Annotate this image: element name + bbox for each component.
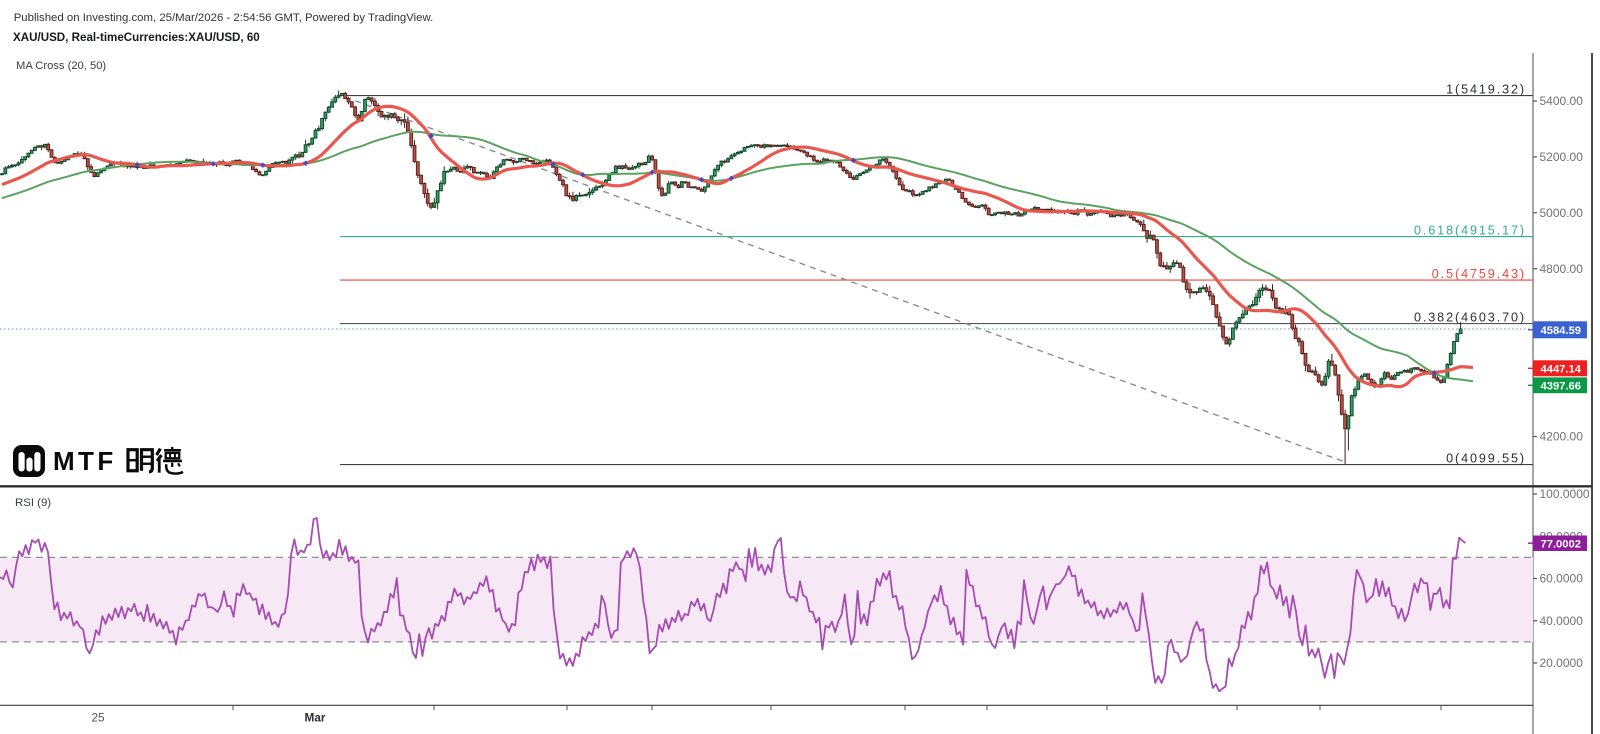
svg-text:40.0000: 40.0000 — [1540, 614, 1584, 628]
svg-text:60.0000: 60.0000 — [1540, 572, 1584, 586]
svg-text:5400.00: 5400.00 — [1540, 94, 1584, 108]
svg-text:4447.14: 4447.14 — [1541, 363, 1582, 375]
svg-text:1(5419.32): 1(5419.32) — [1446, 82, 1526, 96]
svg-text:0.5(4759.43): 0.5(4759.43) — [1432, 267, 1526, 281]
svg-text:5000.00: 5000.00 — [1540, 206, 1584, 220]
svg-text:Published on Investing.com, 25: Published on Investing.com, 25/Mar/2026 … — [14, 12, 434, 24]
svg-text:Mar: Mar — [305, 711, 326, 725]
svg-text:RSI (9): RSI (9) — [15, 497, 51, 509]
svg-text:XAU/USD, Real-timeCurrencies:X: XAU/USD, Real-timeCurrencies:XAU/USD, 60 — [13, 31, 260, 44]
svg-text:MTF: MTF — [53, 446, 117, 476]
svg-text:0.618(4915.17): 0.618(4915.17) — [1414, 223, 1526, 237]
svg-text:77.0002: 77.0002 — [1541, 538, 1581, 550]
svg-text:4800.00: 4800.00 — [1540, 262, 1584, 276]
svg-text:0(4099.55): 0(4099.55) — [1446, 451, 1526, 465]
svg-text:25: 25 — [91, 711, 105, 725]
svg-text:4584.59: 4584.59 — [1541, 325, 1581, 337]
svg-text:4200.00: 4200.00 — [1540, 430, 1584, 444]
svg-text:MA Cross (20, 50): MA Cross (20, 50) — [16, 60, 106, 72]
svg-text:100.0000: 100.0000 — [1540, 487, 1590, 501]
svg-text:20.0000: 20.0000 — [1540, 656, 1584, 670]
svg-text:4397.66: 4397.66 — [1541, 380, 1581, 392]
svg-text:5200.00: 5200.00 — [1540, 150, 1584, 164]
svg-text:0.382(4603.70): 0.382(4603.70) — [1414, 310, 1526, 324]
